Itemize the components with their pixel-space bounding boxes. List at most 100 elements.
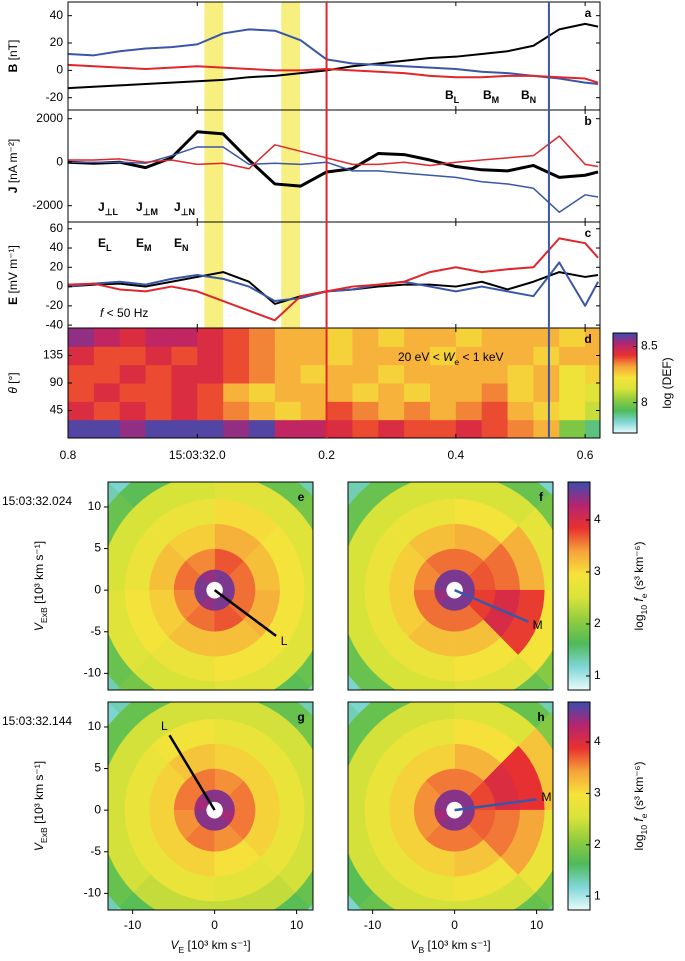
panel-label: f bbox=[539, 490, 544, 504]
colorbar-label-run: (s³ km⁻⁶) bbox=[632, 541, 646, 593]
colorbar-label-run: log bbox=[632, 614, 646, 630]
heatmap-cell bbox=[274, 401, 302, 421]
heatmap-cell bbox=[559, 346, 586, 366]
heatmap-cell bbox=[429, 364, 457, 384]
axes-frame bbox=[347, 481, 554, 691]
heatmap-cell bbox=[429, 419, 457, 439]
polar-cell bbox=[535, 869, 553, 908]
colorbar-label-run: log (DEF) bbox=[660, 357, 674, 408]
x-tick-label: 10 bbox=[530, 918, 544, 932]
heatmap-cell bbox=[248, 346, 276, 366]
annotation-run: < 50 Hz bbox=[103, 306, 148, 320]
y-tick-label: 135 bbox=[43, 348, 63, 362]
polar-cell bbox=[546, 906, 553, 910]
legend-entry: J⊥L bbox=[98, 200, 119, 217]
heatmap-cell bbox=[197, 419, 224, 439]
center-hole bbox=[446, 581, 463, 599]
heatmap-cell bbox=[300, 328, 328, 347]
vector-label: L bbox=[161, 719, 168, 733]
heatmap-cell bbox=[248, 383, 276, 402]
heatmap-cell bbox=[171, 364, 198, 384]
polar-cell bbox=[256, 702, 311, 729]
annotation-run: 20 eV < bbox=[398, 350, 443, 364]
heatmap-cell bbox=[585, 364, 601, 384]
heatmap-cell bbox=[429, 346, 457, 366]
legend-name: E bbox=[174, 236, 182, 250]
x-axis-label-run: [10³ km s⁻¹] bbox=[184, 938, 250, 952]
heatmap-cell bbox=[559, 328, 586, 347]
y-axis-label-run: E bbox=[6, 297, 20, 305]
heatmap-cell bbox=[404, 346, 431, 366]
annotation: f < 50 Hz bbox=[100, 306, 148, 320]
y-tick-label: 40 bbox=[50, 8, 64, 22]
heatmap-cell bbox=[378, 328, 405, 347]
heatmap-cell bbox=[352, 328, 379, 347]
heatmap-cell bbox=[171, 346, 198, 366]
legend-subscript: ⊥N bbox=[181, 207, 195, 217]
heatmap-cell bbox=[326, 346, 353, 366]
legend-subscript: ⊥M bbox=[143, 207, 158, 217]
heatmap-cell bbox=[68, 364, 95, 384]
polar-cell bbox=[256, 482, 311, 509]
heatmap-cell bbox=[533, 383, 560, 402]
panel-label: h bbox=[537, 710, 544, 724]
x-axis-label: VE [10³ km s⁻¹] bbox=[170, 938, 250, 955]
polar-cell bbox=[537, 482, 553, 494]
polar-cell bbox=[118, 672, 157, 690]
y-tick-label: 40 bbox=[50, 240, 64, 254]
heatmap-cell bbox=[197, 401, 224, 421]
heatmap-cell bbox=[248, 419, 276, 439]
heatmap-cell bbox=[559, 401, 586, 421]
y-tick-label: 45 bbox=[50, 403, 64, 417]
heatmap-cell bbox=[429, 383, 457, 402]
heatmap-cell bbox=[119, 328, 147, 347]
vector-label: L bbox=[281, 634, 288, 648]
y-tick-label: 90 bbox=[50, 375, 64, 389]
heatmap-cell bbox=[197, 364, 224, 384]
polar-cell bbox=[355, 906, 363, 910]
heatmap-cell bbox=[559, 383, 586, 402]
polar-cell bbox=[108, 702, 120, 727]
series-line bbox=[68, 261, 599, 307]
heatmap-cell bbox=[378, 383, 405, 402]
highlight-band bbox=[204, 110, 224, 222]
y-axis-label-run: V bbox=[32, 622, 46, 631]
colorbar bbox=[567, 701, 591, 911]
legend-entry: BM bbox=[483, 88, 499, 105]
y-axis-label-run: [nA m⁻²] bbox=[6, 139, 20, 187]
heatmap-cell bbox=[93, 419, 121, 439]
colorbar-tick-label: 3 bbox=[594, 564, 601, 578]
heatmap-cell bbox=[68, 346, 95, 366]
polar-plot bbox=[348, 702, 553, 910]
heatmap-cell bbox=[404, 401, 431, 421]
heatmap-cell bbox=[533, 328, 560, 347]
direction-vector bbox=[168, 734, 216, 811]
polar-cell bbox=[309, 903, 313, 910]
heatmap-cell bbox=[274, 346, 302, 366]
heatmap-cell bbox=[559, 419, 586, 439]
vector-label: M bbox=[533, 618, 543, 632]
heatmap-cell bbox=[507, 346, 534, 366]
polar-cell bbox=[549, 683, 553, 690]
highlight-band bbox=[281, 110, 301, 222]
x-tick-label: 0.2 bbox=[318, 448, 335, 462]
heatmap-cell bbox=[507, 364, 534, 384]
heatmap-cell bbox=[455, 383, 483, 402]
heatmap-cell bbox=[171, 383, 198, 402]
axes-frame bbox=[107, 481, 314, 691]
colorbar-label: log10 fe (s³ km⁻⁶) bbox=[632, 541, 649, 630]
colorbar-label-run: 10 bbox=[639, 605, 649, 615]
heatmap-cell bbox=[455, 401, 483, 421]
heatmap-cell bbox=[533, 346, 560, 366]
heatmap-cell bbox=[274, 383, 302, 402]
heatmap-cell bbox=[145, 346, 172, 366]
y-axis-label: E [mV m⁻¹] bbox=[6, 245, 20, 305]
legend-entry: EN bbox=[174, 236, 189, 253]
colorbar-tick-label: 8.5 bbox=[641, 339, 658, 353]
heatmap-cell bbox=[68, 383, 95, 402]
y-tick-label: -2000 bbox=[32, 198, 63, 212]
colorbar-label-run: (s³ km⁻⁶) bbox=[632, 761, 646, 813]
y-axis-label: VExB [10³ km s⁻¹] bbox=[32, 761, 49, 851]
polar-cell bbox=[373, 654, 455, 690]
